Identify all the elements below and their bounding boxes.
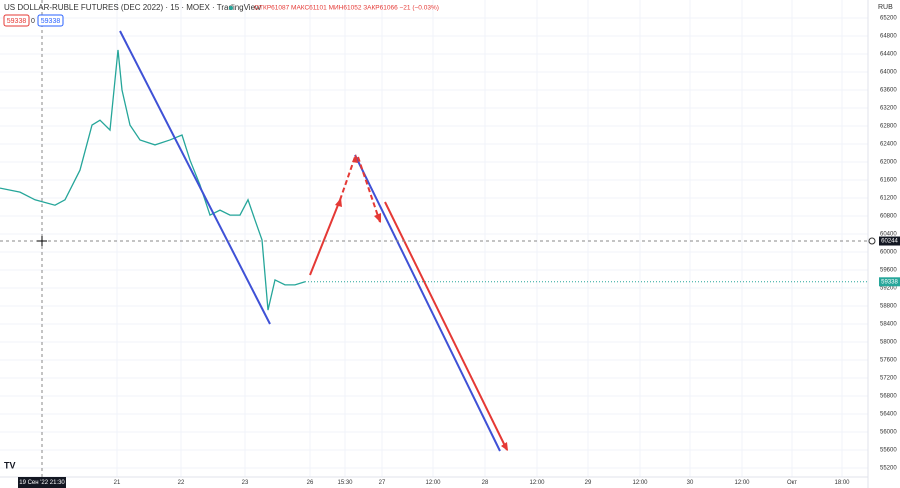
trend-line [354,154,501,452]
y-tick-label: 62400 [880,142,897,148]
x-tick-label: 12:00 [734,480,750,486]
x-tick-label: 23 [242,480,249,486]
last-price-bg [879,277,900,287]
y-tick-label: 59200 [880,286,897,292]
y-tick-label: 58000 [880,340,897,346]
x-tick-label: 29 [585,480,592,486]
y-tick-label: 63200 [880,106,897,112]
ohlc: ОТКР61087 МАКС61101 МИН61052 ЗАКР61066 −… [254,5,439,12]
y-tick-label: 56400 [880,412,897,418]
y-tick-label: 65200 [880,16,897,22]
currency: RUB [878,4,893,11]
crosshair-icon [868,237,876,245]
buy-box[interactable] [37,14,64,27]
y-tick-label: 62000 [880,160,897,166]
y-tick-label: 57200 [880,376,897,382]
y-tick-label: 60800 [880,214,897,220]
grid [0,0,868,477]
y-tick-label: 60400 [880,232,897,238]
x-tick-label: 28 [482,480,489,486]
y-tick-label: 61600 [880,178,897,184]
arrow [357,156,381,223]
x-tick-label: Окт [787,480,797,486]
time-label-bg [18,477,66,488]
y-tick-label: 58800 [880,304,897,310]
price-label-bg [879,236,900,246]
x-tick-label: 12:00 [529,480,545,486]
y-tick-label: 57600 [880,358,897,364]
x-tick-label: 27 [379,480,386,486]
bid[interactable]: 59338 [7,18,27,25]
last-price: 59338 [881,279,898,285]
y-tick-label: 64400 [880,52,897,58]
x-tick-label: 12:00 [632,480,648,486]
y-tick-label: 63600 [880,88,897,94]
y-tick-label: 61200 [880,196,897,202]
drawings [119,30,508,452]
y-tick-label: 59600 [880,268,897,274]
crosshair-time: 19 Сен '22 21:30 [19,480,65,486]
x-tick-label: 12:00 [425,480,441,486]
arrow [309,199,341,276]
x-tick-label: 15:30 [337,480,353,486]
y-tick-label: 55600 [880,448,897,454]
x-tick-label: 22 [178,480,185,486]
y-tick-label: 64800 [880,34,897,40]
price-line [0,49,306,311]
x-tick-label: 18:00 [834,480,850,486]
status-dot [229,6,233,10]
x-tick-label: 21 [114,480,121,486]
tv-logo: TV [4,460,16,470]
crosshair-price: 60244 [881,239,898,245]
y-tick-label: 56800 [880,394,897,400]
cursor [37,236,47,246]
ask[interactable]: 59338 [41,18,61,25]
y-tick-label: 56000 [880,430,897,436]
y-tick-label: 64000 [880,70,897,76]
title: US DOLLAR-RUBLE FUTURES (DEC 2022) · 15 … [4,3,261,12]
y-tick-label: 60000 [880,250,897,256]
x-tick-label: 30 [687,480,694,486]
y-tick-label: 55200 [880,466,897,472]
y-tick-label: 62800 [880,124,897,130]
sell-box[interactable] [3,14,30,27]
trend-line [119,30,271,325]
x-tick-label: 26 [307,480,314,486]
arrow [384,201,508,451]
spread: 0 [31,18,35,25]
y-tick-label: 58400 [880,322,897,328]
marks [0,49,306,311]
